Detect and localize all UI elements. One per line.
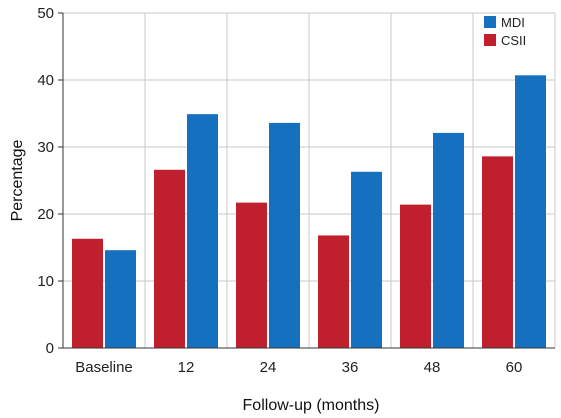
y-tick-label: 20 [37,206,54,223]
legend-label-mdi: MDI [501,15,525,30]
bar-mdi-48 [433,132,464,348]
legend-swatch-csii [484,34,496,46]
y-tick-label: 50 [37,5,54,22]
bar-csii-36 [318,235,349,348]
bar-mdi-60 [515,75,546,348]
bar-mdi-baseline [105,250,136,348]
legend: MDI CSII [484,15,526,48]
y-tick-label: 40 [37,72,54,89]
tick-labels: 0 10 20 30 40 50 Baseline 12 24 36 48 60 [37,5,522,376]
legend-swatch-mdi [484,16,496,28]
y-tick-label: 30 [37,139,54,156]
y-axis-title: Percentage [9,139,26,221]
bar-csii-48 [400,204,431,348]
y-tick-label: 0 [46,340,54,357]
bar-csii-24 [236,202,267,348]
bar-csii-12 [154,169,185,348]
y-tick-label: 10 [37,273,54,290]
x-axis-title: Follow-up (months) [243,397,380,414]
bar-mdi-24 [269,122,300,348]
legend-label-csii: CSII [501,33,526,48]
x-tick-label: 12 [178,359,195,376]
axes [58,12,555,349]
bars [72,75,546,348]
x-tick-label: 60 [506,359,523,376]
gridlines [63,12,556,348]
x-tick-label: 48 [424,359,441,376]
bar-csii-60 [482,156,513,348]
bar-csii-baseline [72,238,103,348]
x-tick-label: 24 [260,359,277,376]
bar-mdi-12 [187,114,218,348]
x-tick-label: 36 [342,359,359,376]
bar-mdi-36 [351,171,382,348]
x-tick-label: Baseline [75,359,133,376]
